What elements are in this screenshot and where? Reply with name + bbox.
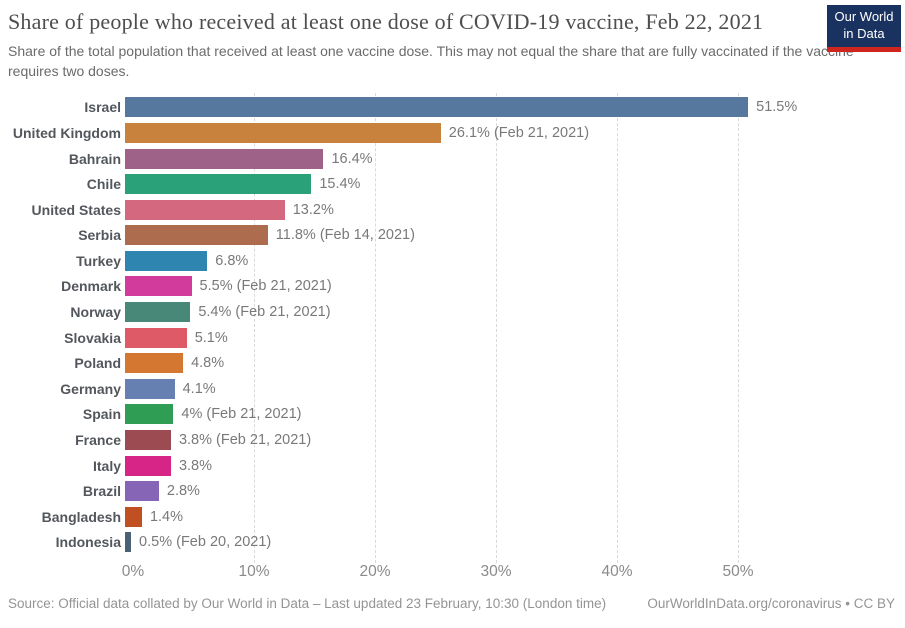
x-tick-label: 10% <box>238 563 270 581</box>
bar-row: Chile 15.4% <box>8 171 897 197</box>
bar[interactable] <box>125 199 285 220</box>
bar[interactable] <box>125 506 142 527</box>
bar-value-label: 5.5% (Feb 21, 2021) <box>199 278 332 295</box>
x-axis: 0% 10% 20% 30% 40% 50% <box>8 561 897 589</box>
category-label: Denmark <box>61 278 121 295</box>
bar-chart-plot-area: Israel 51.5% United Kingdom 26.1% (Feb 21, … <box>8 92 897 564</box>
gridline-30pct <box>496 92 497 564</box>
owid-logo-text: Our World in Data <box>827 5 901 47</box>
bar[interactable] <box>125 455 171 476</box>
bar-row: Indonesia 0.5% (Feb 20, 2021) <box>8 530 897 556</box>
owid-logo-line2: in Data <box>843 25 885 41</box>
bar-value-label: 13.2% <box>292 201 334 218</box>
bar[interactable] <box>125 97 749 118</box>
category-label: Chile <box>86 176 121 193</box>
bar-row: Brazil 2.8% <box>8 478 897 504</box>
bar-row: Germany 4.1% <box>8 376 897 402</box>
bar[interactable] <box>125 404 174 425</box>
gridline-10pct <box>254 92 255 564</box>
bar-row: Bahrain 16.4% <box>8 146 897 172</box>
category-label: France <box>75 432 121 449</box>
bar-value-label: 16.4% <box>331 150 373 167</box>
source-note: Source: Official data collated by Our Wo… <box>8 596 607 612</box>
category-label: Slovakia <box>64 329 121 346</box>
bar-value-label: 3.8% (Feb 21, 2021) <box>178 432 312 449</box>
bar-row: Spain 4% (Feb 21, 2021) <box>8 402 897 428</box>
bar-row: Israel 51.5% <box>8 95 897 121</box>
chart-subtitle: Share of the total population that recei… <box>8 42 854 80</box>
bar-value-label: 5.1% <box>194 329 228 346</box>
bar-value-label: 3.8% <box>178 457 213 474</box>
category-label: Serbia <box>78 227 121 244</box>
bar-row: Serbia 11.8% (Feb 14, 2021) <box>8 223 897 249</box>
bar-value-label: 11.8% (Feb 14, 2021) <box>275 227 415 244</box>
gridline-50pct <box>738 92 739 564</box>
category-label: Bangladesh <box>41 508 121 525</box>
category-label: Norway <box>70 304 121 321</box>
category-label: Turkey <box>76 252 121 269</box>
gridline-40pct <box>617 92 618 564</box>
bar[interactable] <box>125 250 208 271</box>
bar-value-label: 4.8% <box>191 355 225 372</box>
chart-title: Share of people who received at least on… <box>8 9 764 34</box>
bar[interactable] <box>125 276 192 297</box>
bar-value-label: 15.4% <box>319 176 361 193</box>
bar-row: Bangladesh 1.4% <box>8 504 897 530</box>
bar[interactable] <box>125 302 191 323</box>
bar[interactable] <box>125 353 184 374</box>
bar-value-label: 5.4% (Feb 21, 2021) <box>198 304 331 321</box>
bar[interactable] <box>125 378 175 399</box>
x-tick-label: 50% <box>722 563 754 581</box>
category-label: Italy <box>92 457 121 474</box>
bar-value-label: 6.8% <box>215 252 249 269</box>
bar-value-label: 4% (Feb 21, 2021) <box>181 406 302 423</box>
bar-row: Denmark 5.5% (Feb 21, 2021) <box>8 274 897 300</box>
category-label: Brazil <box>82 483 121 500</box>
bar-row: Italy 3.8% <box>8 453 897 479</box>
bar-value-label: 51.5% <box>756 99 798 116</box>
bar[interactable] <box>125 174 312 195</box>
x-tick-label: 40% <box>601 563 633 581</box>
bar-row: Slovakia 5.1% <box>8 325 897 351</box>
owid-logo[interactable]: Our World in Data <box>827 5 901 52</box>
bar[interactable] <box>125 122 441 143</box>
bar[interactable] <box>125 327 187 348</box>
bar[interactable] <box>125 481 159 502</box>
x-tick-label: 0% <box>121 563 145 581</box>
license-link[interactable]: OurWorldInData.org/coronavirus • CC BY <box>647 596 895 612</box>
bar-row: Turkey 6.8% <box>8 248 897 274</box>
owid-logo-line1: Our World <box>834 9 894 24</box>
category-label: United States <box>31 201 121 218</box>
category-label: Spain <box>82 406 121 423</box>
x-tick-label: 30% <box>480 563 512 581</box>
chart-footer: Source: Official data collated by Our Wo… <box>8 596 897 611</box>
bar-row: United States 13.2% <box>8 197 897 223</box>
bar-value-label: 0.5% (Feb 20, 2021) <box>139 534 272 551</box>
bar-value-label: 2.8% <box>166 483 200 500</box>
owid-logo-accent-bar <box>827 46 901 52</box>
bar-row: United Kingdom 26.1% (Feb 21, 2021) <box>8 120 897 146</box>
bar[interactable] <box>125 532 132 553</box>
bar-value-label: 1.4% <box>149 508 183 525</box>
gridline-20pct <box>375 92 376 564</box>
bar-row: France 3.8% (Feb 21, 2021) <box>8 427 897 453</box>
bar-row: Norway 5.4% (Feb 21, 2021) <box>8 299 897 325</box>
category-label: Poland <box>74 355 121 372</box>
x-tick-label: 20% <box>359 563 391 581</box>
category-label: Indonesia <box>55 534 121 551</box>
bar[interactable] <box>125 148 324 169</box>
category-label: Israel <box>84 99 121 116</box>
bar-row: Poland 4.8% <box>8 350 897 376</box>
category-label: Germany <box>60 380 121 397</box>
bar[interactable] <box>125 225 268 246</box>
bar-value-label: 26.1% (Feb 21, 2021) <box>448 124 590 141</box>
category-label: United Kingdom <box>12 124 121 141</box>
bar-value-label: 4.1% <box>182 380 216 397</box>
bar[interactable] <box>125 430 171 451</box>
category-label: Bahrain <box>68 150 121 167</box>
